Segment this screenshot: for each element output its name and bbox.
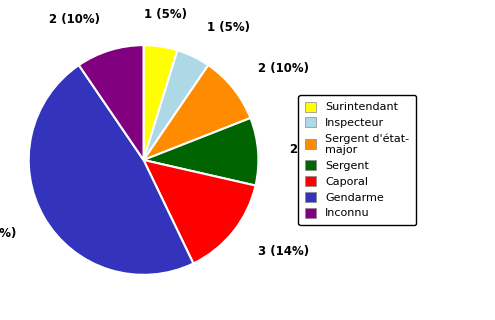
Wedge shape bbox=[29, 65, 194, 275]
Text: 10 (48%): 10 (48%) bbox=[0, 227, 16, 240]
Legend: Surintendant, Inspecteur, Sergent d'état-
major, Sergent, Caporal, Gendarme, Inc: Surintendant, Inspecteur, Sergent d'état… bbox=[298, 95, 416, 225]
Wedge shape bbox=[144, 65, 250, 160]
Text: 3 (14%): 3 (14%) bbox=[258, 245, 309, 258]
Text: 1 (5%): 1 (5%) bbox=[207, 21, 250, 34]
Wedge shape bbox=[144, 50, 208, 160]
Text: 2 (10%): 2 (10%) bbox=[49, 13, 100, 26]
Text: 2 (10%): 2 (10%) bbox=[258, 62, 309, 75]
Wedge shape bbox=[144, 160, 255, 263]
Wedge shape bbox=[79, 45, 144, 160]
Wedge shape bbox=[144, 45, 177, 160]
Text: 1 (5%): 1 (5%) bbox=[144, 8, 187, 21]
Wedge shape bbox=[144, 118, 258, 186]
Text: 2 (10%): 2 (10%) bbox=[290, 142, 341, 156]
